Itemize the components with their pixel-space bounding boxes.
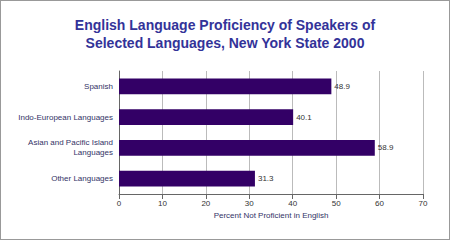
svg-text:0: 0 — [117, 199, 122, 208]
svg-text:40: 40 — [288, 199, 297, 208]
svg-text:English Language Proficiency o: English Language Proficiency of Speakers… — [75, 17, 376, 33]
svg-text:Asian and Pacific Island: Asian and Pacific Island — [28, 138, 113, 147]
svg-text:60: 60 — [375, 199, 384, 208]
svg-text:48.9: 48.9 — [334, 82, 350, 91]
svg-text:50: 50 — [332, 199, 341, 208]
svg-text:31.3: 31.3 — [258, 174, 274, 183]
svg-text:Languages: Languages — [73, 148, 113, 157]
svg-text:58.9: 58.9 — [378, 143, 394, 152]
svg-text:10: 10 — [158, 199, 167, 208]
svg-text:20: 20 — [201, 199, 210, 208]
svg-text:Spanish: Spanish — [84, 82, 113, 91]
svg-text:Indo-European Languages: Indo-European Languages — [18, 113, 113, 122]
svg-text:30: 30 — [245, 199, 254, 208]
svg-text:Percent Not Proficient in Engl: Percent Not Proficient in English — [214, 211, 329, 220]
svg-text:70: 70 — [419, 199, 428, 208]
svg-text:Other Languages: Other Languages — [51, 174, 113, 183]
svg-text:40.1: 40.1 — [296, 113, 312, 122]
svg-text:Selected Languages, New York S: Selected Languages, New York State 2000 — [86, 35, 365, 51]
